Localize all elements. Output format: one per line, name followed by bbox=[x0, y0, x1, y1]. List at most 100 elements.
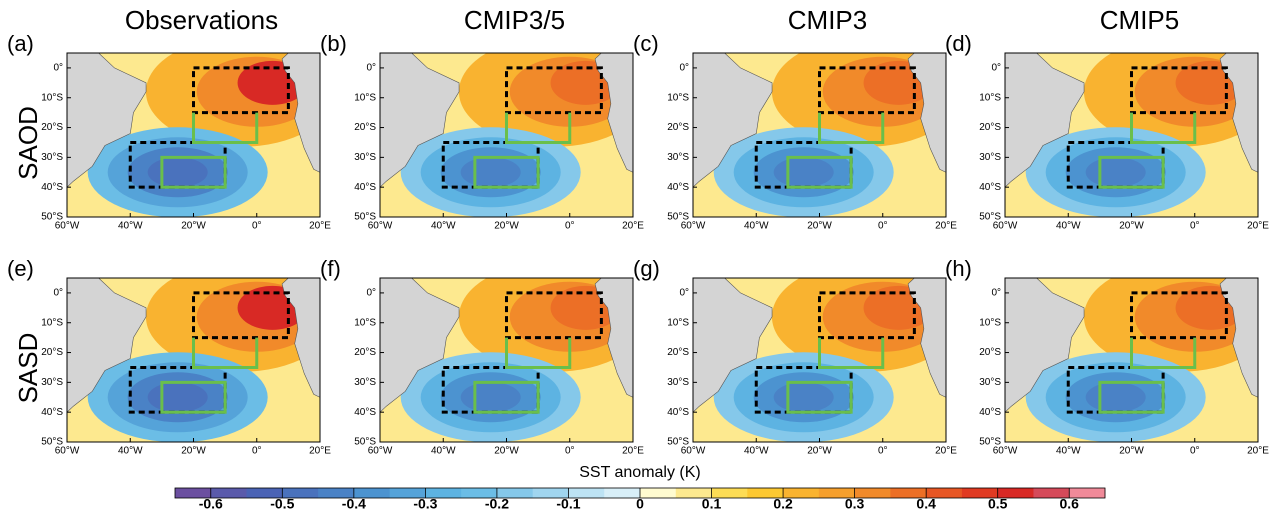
lat-tick-label: 50°S bbox=[354, 212, 376, 223]
green-box bbox=[505, 337, 572, 369]
lon-tick-label: 20°E bbox=[1247, 446, 1269, 457]
lat-tick-label: 50°S bbox=[979, 212, 1001, 223]
lon-tick-label: 0° bbox=[252, 446, 262, 457]
panel-label: (a) bbox=[7, 31, 34, 56]
lat-tick-label: 30°S bbox=[979, 377, 1001, 388]
green-box bbox=[786, 380, 853, 414]
panel-label: (g) bbox=[633, 256, 660, 281]
lat-tick-label: 20°S bbox=[667, 347, 689, 358]
green-box bbox=[1098, 380, 1165, 414]
lon-tick-label: 20°E bbox=[622, 221, 644, 232]
lat-tick-label: 10°S bbox=[979, 92, 1001, 103]
colorbar-bin bbox=[353, 488, 391, 498]
lat-tick-label: 40°S bbox=[979, 182, 1001, 193]
green-box bbox=[192, 112, 259, 144]
colorbar-bin bbox=[675, 488, 713, 498]
lon-tick-label: 20°E bbox=[622, 446, 644, 457]
lat-tick-label: 0° bbox=[366, 288, 376, 299]
lon-tick-label: 0° bbox=[565, 221, 575, 232]
cold-area bbox=[773, 382, 834, 413]
colorbar-tick-label: 0.1 bbox=[702, 496, 722, 511]
lat-tick-label: 10°S bbox=[354, 92, 376, 103]
lat-tick-label: 20°S bbox=[667, 122, 689, 133]
lon-tick-label: 20°E bbox=[309, 221, 331, 232]
land bbox=[281, 278, 320, 398]
lat-tick-label: 30°S bbox=[354, 152, 376, 163]
column-title: Observations bbox=[125, 5, 278, 35]
lat-tick-label: 50°S bbox=[41, 437, 63, 448]
lon-tick-label: 20°E bbox=[935, 446, 957, 457]
cold-area bbox=[460, 157, 521, 188]
lat-tick-label: 10°S bbox=[667, 92, 689, 103]
panel-label: (d) bbox=[945, 31, 972, 56]
lat-tick-label: 0° bbox=[991, 288, 1001, 299]
panel-label: (f) bbox=[320, 256, 341, 281]
map-panel bbox=[380, 278, 633, 442]
lat-tick-label: 50°S bbox=[667, 437, 689, 448]
colorbar-bin bbox=[175, 488, 212, 498]
land bbox=[594, 53, 633, 173]
panel-label: (b) bbox=[320, 31, 347, 56]
lon-tick-label: 60°W bbox=[993, 446, 1018, 457]
lon-tick-label: 60°W bbox=[368, 221, 393, 232]
row-label: SAOD bbox=[13, 106, 43, 180]
lon-tick-label: 0° bbox=[878, 446, 888, 457]
colorbar-bin bbox=[783, 488, 820, 498]
green-box bbox=[192, 337, 259, 369]
lat-tick-label: 40°S bbox=[667, 407, 689, 418]
map-panel bbox=[1005, 278, 1258, 442]
lat-tick-label: 0° bbox=[679, 63, 689, 74]
map-panel bbox=[67, 278, 320, 442]
colorbar-tick-label: 0.2 bbox=[773, 496, 793, 511]
colorbar-bin bbox=[961, 488, 999, 498]
land bbox=[380, 53, 460, 188]
colorbar-bin bbox=[461, 488, 498, 498]
green-box bbox=[1098, 155, 1165, 189]
lon-tick-label: 20°W bbox=[807, 446, 832, 457]
lon-tick-label: 20°W bbox=[494, 221, 519, 232]
lat-tick-label: 0° bbox=[53, 63, 63, 74]
lon-tick-label: 0° bbox=[1190, 446, 1200, 457]
lon-tick-label: 40°W bbox=[118, 446, 143, 457]
lat-tick-label: 20°S bbox=[979, 122, 1001, 133]
lat-tick-label: 20°S bbox=[41, 122, 63, 133]
lat-tick-label: 0° bbox=[366, 63, 376, 74]
column-title: CMIP5 bbox=[1100, 5, 1179, 35]
land bbox=[281, 53, 320, 173]
green-box bbox=[473, 155, 540, 189]
lat-tick-label: 50°S bbox=[979, 437, 1001, 448]
lat-tick-label: 50°S bbox=[354, 437, 376, 448]
lon-tick-label: 20°E bbox=[935, 221, 957, 232]
land bbox=[1219, 278, 1258, 398]
colorbar-bin bbox=[997, 488, 1034, 498]
colorbar-bin bbox=[246, 488, 283, 498]
colorbar-tick-label: -0.2 bbox=[485, 496, 509, 511]
land bbox=[1005, 53, 1085, 188]
panel-label: (c) bbox=[633, 31, 659, 56]
lat-tick-label: 10°S bbox=[979, 317, 1001, 328]
lon-tick-label: 20°E bbox=[1247, 221, 1269, 232]
lat-tick-label: 30°S bbox=[667, 152, 689, 163]
colorbar-bin bbox=[532, 488, 569, 498]
cold-area bbox=[1085, 382, 1146, 413]
land bbox=[693, 53, 773, 188]
land bbox=[67, 278, 147, 413]
lon-tick-label: 20°W bbox=[494, 446, 519, 457]
lat-tick-label: 0° bbox=[991, 63, 1001, 74]
lon-tick-label: 20°E bbox=[309, 446, 331, 457]
colorbar-tick-label: 0.5 bbox=[988, 496, 1008, 511]
colorbar-bin bbox=[640, 488, 677, 498]
map-panel bbox=[67, 53, 320, 217]
lon-tick-label: 40°W bbox=[431, 221, 456, 232]
land bbox=[380, 278, 460, 413]
lon-tick-label: 0° bbox=[252, 221, 262, 232]
lat-tick-label: 40°S bbox=[667, 182, 689, 193]
green-box bbox=[160, 155, 227, 189]
colorbar-bin bbox=[1069, 488, 1106, 498]
lat-tick-label: 10°S bbox=[667, 317, 689, 328]
row-label: SASD bbox=[13, 333, 43, 404]
lat-tick-label: 50°S bbox=[41, 212, 63, 223]
lat-tick-label: 30°S bbox=[667, 377, 689, 388]
colorbar-tick-label: -0.3 bbox=[413, 496, 437, 511]
